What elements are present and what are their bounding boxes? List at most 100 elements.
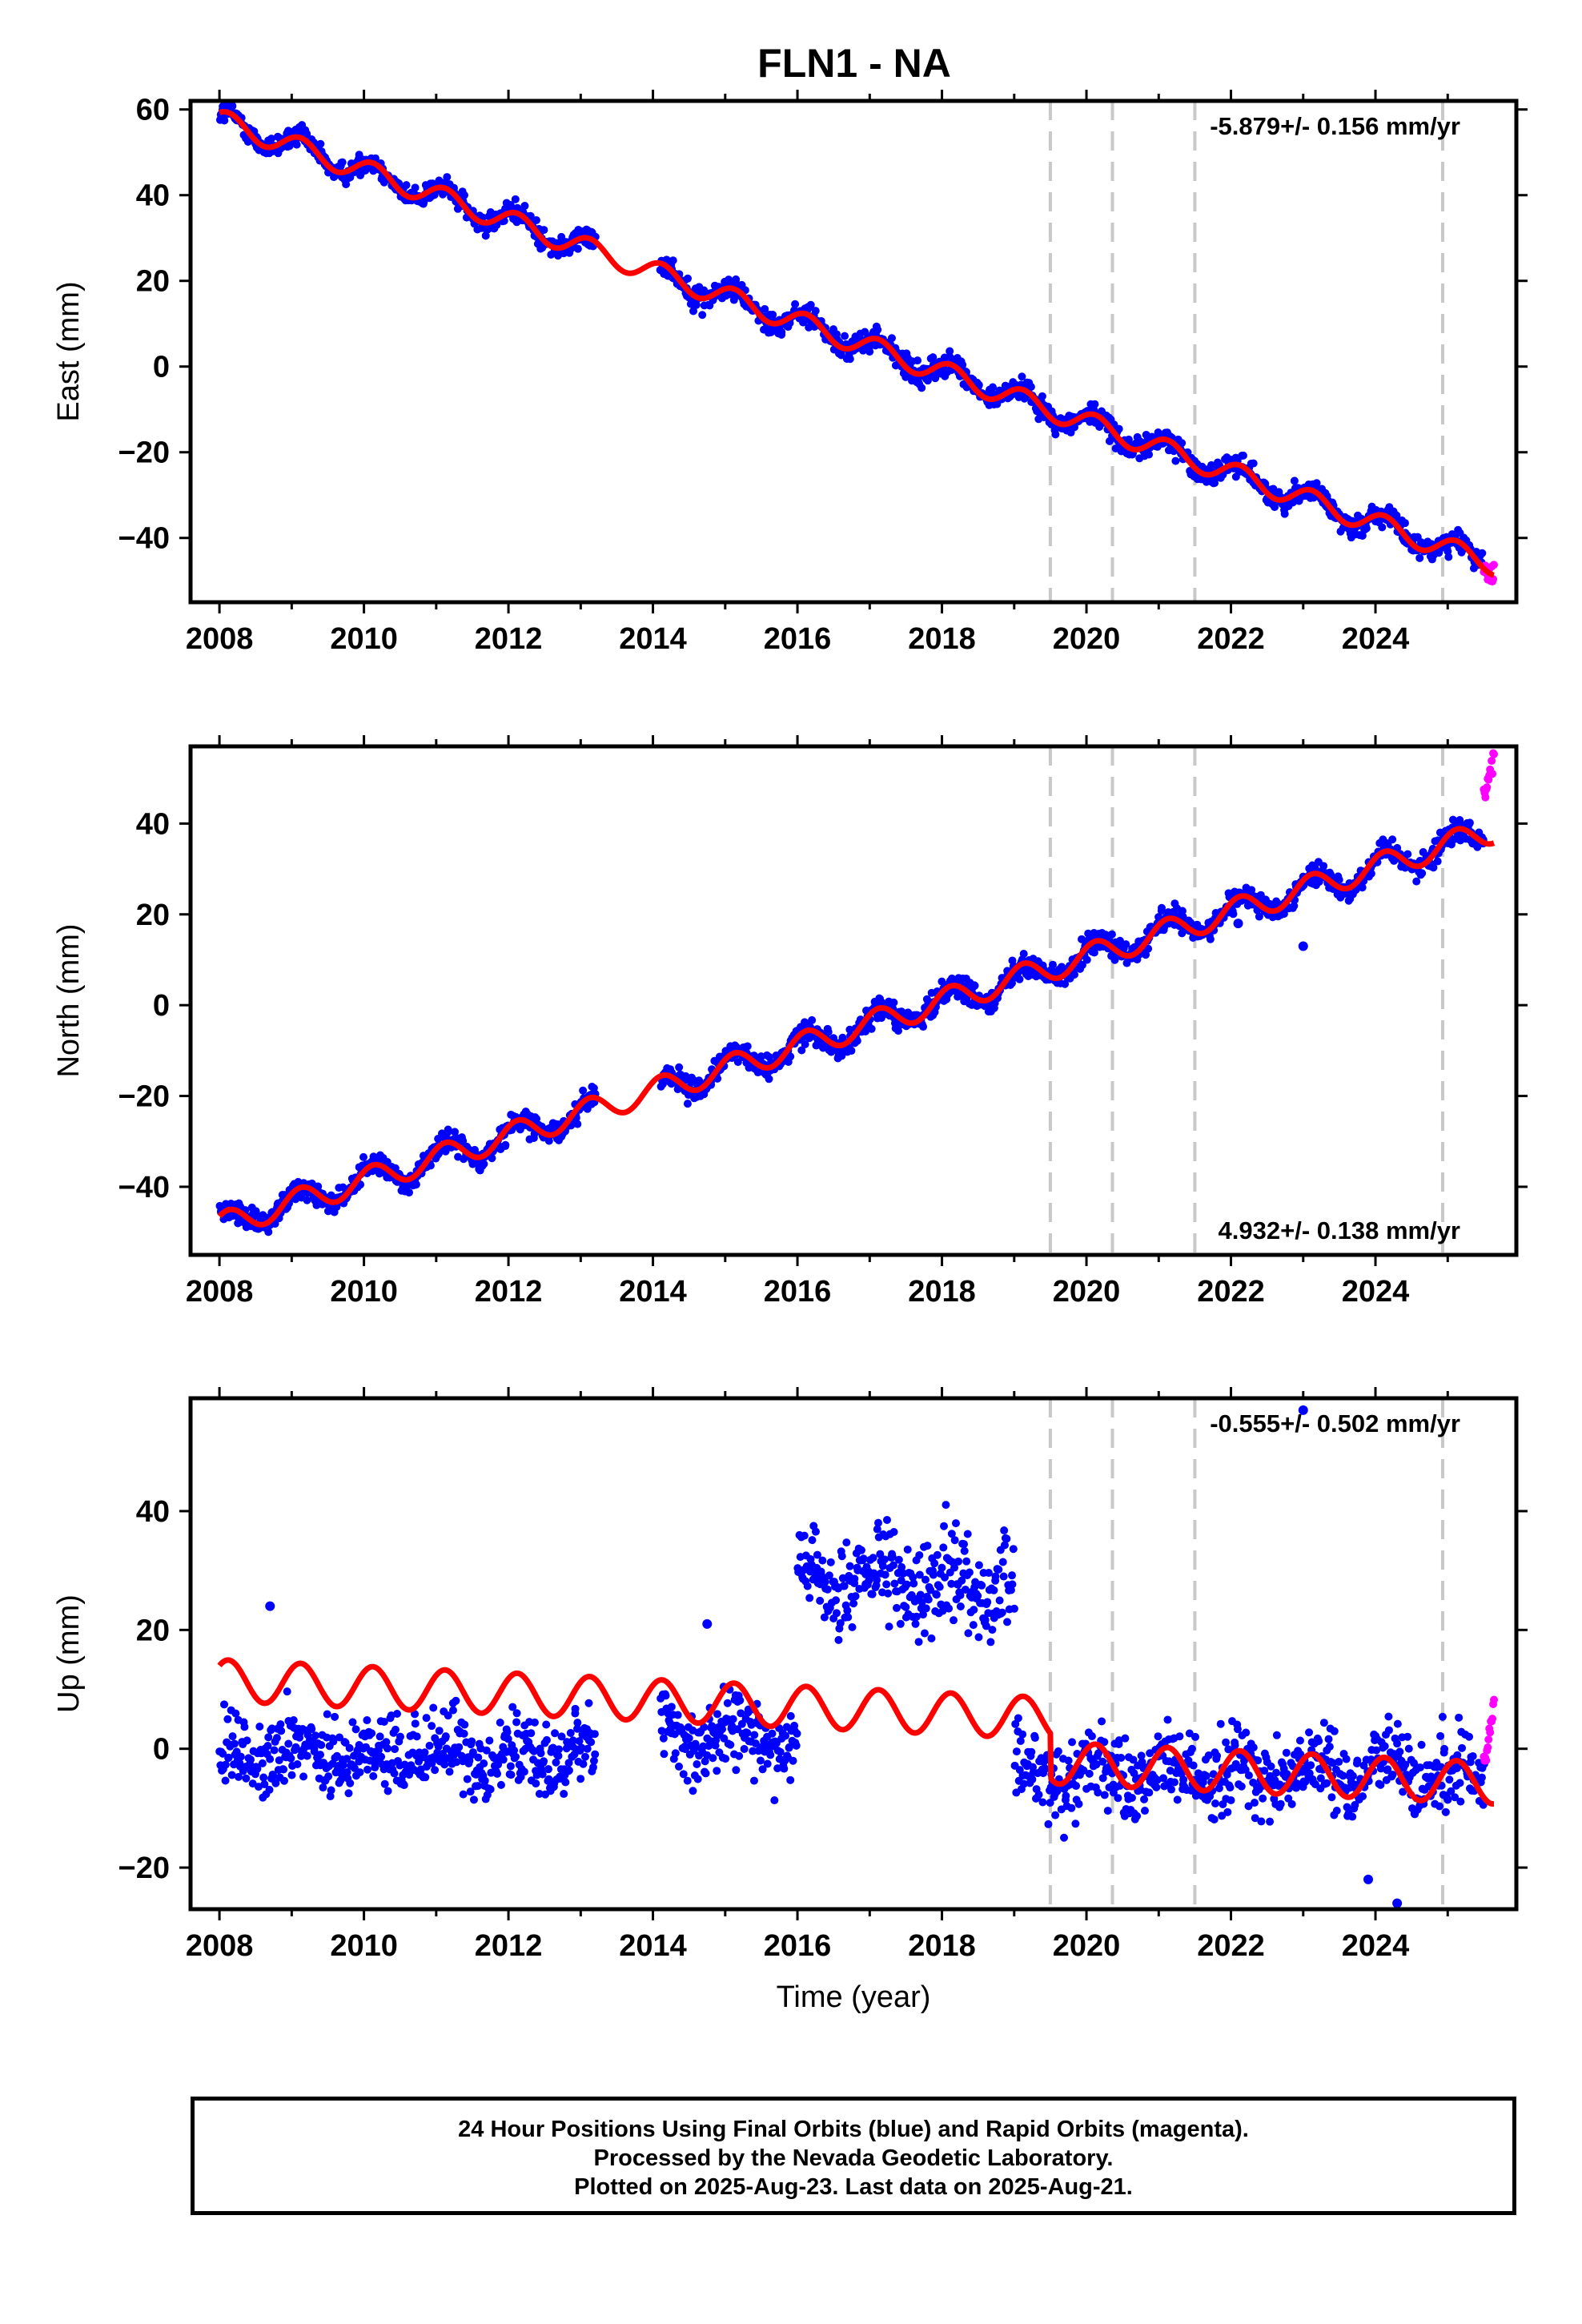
final-orbit-point (889, 1527, 898, 1536)
final-orbit-point (792, 1741, 801, 1750)
final-orbit-point (1074, 1799, 1083, 1808)
final-orbit-point (1189, 1761, 1198, 1770)
final-orbit-point (1443, 1795, 1452, 1804)
final-orbit-point (1062, 1791, 1070, 1800)
x-tick-label: 2024 (1342, 1275, 1410, 1309)
final-orbit-point (669, 256, 677, 265)
final-orbit-point (532, 215, 540, 224)
final-orbit-point (1223, 1807, 1232, 1816)
final-orbit-point (689, 1787, 697, 1795)
final-orbit-point (520, 1767, 528, 1776)
final-orbit-point (1242, 1728, 1251, 1737)
final-orbit-point (220, 116, 229, 125)
final-orbit-point (684, 274, 693, 283)
final-orbit-point (933, 1550, 942, 1559)
final-orbit-point (793, 1729, 801, 1738)
final-orbit-point (1158, 903, 1166, 912)
final-orbit-point (422, 1714, 431, 1723)
final-orbit-point (1272, 1768, 1281, 1777)
final-orbit-point (1282, 1748, 1291, 1757)
final-orbit-point (573, 1120, 582, 1128)
final-orbit-point (749, 1776, 758, 1785)
final-orbit-point (1107, 930, 1116, 939)
final-orbit-point (573, 1719, 582, 1727)
final-orbit-point (287, 1754, 295, 1763)
final-orbit-point (265, 1785, 274, 1794)
final-orbit-point (272, 1734, 281, 1743)
final-orbit-point (786, 1711, 795, 1720)
final-orbit-point (761, 304, 769, 313)
final-orbit-outlier (1298, 941, 1308, 951)
final-orbit-point (566, 1729, 575, 1738)
final-orbit-point (383, 1787, 392, 1795)
final-orbit-point (551, 1729, 560, 1738)
final-orbit-point (885, 1622, 893, 1631)
final-orbit-point (591, 1750, 600, 1759)
final-orbit-point (1210, 1815, 1219, 1823)
final-orbit-point (1332, 1807, 1341, 1815)
final-orbit-point (1231, 1741, 1239, 1750)
final-orbit-point (369, 1771, 378, 1780)
final-orbit-point (969, 1621, 978, 1630)
final-orbit-point (316, 139, 325, 148)
final-orbit-point (499, 1755, 508, 1764)
y-tick-label: −40 (118, 522, 170, 556)
model-curve-east (217, 109, 1496, 578)
final-orbit-point (289, 1716, 298, 1725)
final-orbit-point (367, 1729, 376, 1738)
final-orbit-point (974, 1561, 983, 1570)
final-orbit-point (1477, 1773, 1486, 1782)
final-orbit-point (1008, 1571, 1017, 1580)
final-orbit-point (463, 1775, 472, 1783)
final-orbit-point (873, 325, 882, 334)
final-orbit-point (1213, 1751, 1222, 1760)
final-orbit-point (383, 1744, 391, 1753)
final-orbit-point (868, 1590, 877, 1598)
final-orbit-point (1015, 975, 1024, 983)
rate-label-east: -5.879+/- 0.156 mm/yr (1210, 112, 1460, 140)
x-tick-label: 2012 (475, 1275, 543, 1309)
final-orbit-point (1026, 383, 1035, 392)
final-orbit-point (1445, 1775, 1454, 1784)
final-orbit-point (1250, 1799, 1259, 1807)
final-orbit-point (228, 102, 237, 111)
final-orbit-point (837, 351, 845, 360)
final-orbit-point (892, 1603, 901, 1612)
final-orbit-point (962, 1557, 971, 1566)
final-orbit-point (425, 1741, 434, 1750)
final-orbit-point (1384, 1726, 1393, 1735)
final-orbit-point (555, 1745, 564, 1754)
final-orbit-point (1433, 857, 1442, 866)
panel-north: 2008 2010 2012 2014 2016 2018 2020 2022 2024−40−… (52, 735, 1528, 1309)
final-orbit-point (935, 1582, 944, 1591)
final-orbit-point (1327, 1793, 1336, 1802)
final-orbit-point (921, 1604, 930, 1613)
final-orbit-point (988, 1626, 997, 1634)
final-orbit-point (1000, 1526, 1009, 1535)
final-orbit-point (1140, 1807, 1149, 1815)
final-orbit-point (520, 202, 529, 211)
final-orbit-point (503, 1727, 512, 1736)
x-tick-label: 2016 (764, 1275, 832, 1309)
final-orbit-point (940, 1522, 949, 1530)
final-orbit-point (441, 1732, 450, 1741)
final-orbit-point (837, 1552, 846, 1561)
final-orbit-point (701, 1769, 710, 1778)
final-orbit-point (777, 328, 786, 336)
final-orbit-point (303, 1751, 311, 1760)
final-orbit-outlier (702, 1618, 713, 1629)
final-orbit-point (685, 1734, 693, 1743)
final-orbit-point (1392, 511, 1401, 520)
final-orbit-point (1048, 960, 1057, 969)
final-orbit-point (1140, 1795, 1149, 1803)
x-tick-label: 2008 (186, 1929, 254, 1963)
x-tick-label: 2010 (330, 1275, 398, 1309)
x-tick-label: 2008 (186, 1275, 254, 1309)
rapid-orbit-point (1488, 770, 1497, 778)
final-orbit-point (789, 1756, 797, 1765)
final-orbit-point (542, 1735, 551, 1744)
final-orbit-point (480, 1160, 488, 1168)
final-orbit-point (729, 1715, 737, 1723)
final-orbit-point (1085, 1769, 1094, 1778)
final-orbit-point (1002, 1534, 1011, 1543)
